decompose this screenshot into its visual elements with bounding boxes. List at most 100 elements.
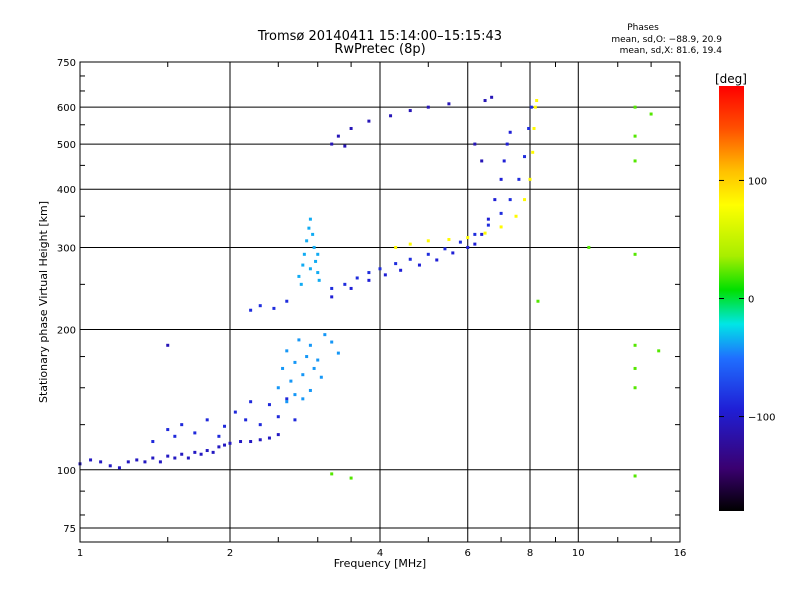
data-point xyxy=(483,231,487,235)
data-point xyxy=(99,460,103,464)
data-point xyxy=(383,273,387,277)
data-point xyxy=(135,458,139,462)
data-point xyxy=(649,112,653,116)
data-point xyxy=(311,232,315,236)
data-point xyxy=(389,114,393,118)
data-point xyxy=(633,105,637,109)
data-point xyxy=(293,418,297,422)
data-point xyxy=(89,458,93,462)
x-axis-label: Frequency [MHz] xyxy=(334,557,426,570)
data-point xyxy=(228,441,232,445)
data-point xyxy=(633,134,637,138)
y-tick-label: 75 xyxy=(63,524,76,535)
data-point xyxy=(173,434,177,438)
data-points xyxy=(78,95,661,480)
y-tick-label: 600 xyxy=(57,103,76,114)
y-tick-label: 100 xyxy=(57,466,76,477)
data-point xyxy=(293,360,297,364)
data-point xyxy=(426,105,430,109)
data-point xyxy=(483,99,487,103)
data-point xyxy=(408,242,412,246)
x-tick-label: 2 xyxy=(227,548,233,559)
data-point xyxy=(249,400,253,404)
data-point xyxy=(258,423,262,427)
data-point xyxy=(180,423,184,427)
data-point xyxy=(330,472,334,476)
data-point xyxy=(378,267,382,271)
data-point xyxy=(317,278,321,282)
data-point xyxy=(239,440,243,444)
y-tick-label: 300 xyxy=(57,243,76,254)
data-point xyxy=(285,397,289,401)
data-point xyxy=(249,440,253,444)
data-point xyxy=(211,450,215,454)
data-point xyxy=(308,267,312,271)
data-point xyxy=(126,460,130,464)
data-point xyxy=(505,142,509,146)
data-point xyxy=(466,236,470,240)
data-point xyxy=(217,434,221,438)
data-point xyxy=(249,308,253,312)
data-point xyxy=(244,418,248,422)
data-point xyxy=(151,456,155,460)
data-point xyxy=(223,443,227,447)
data-point xyxy=(316,271,320,275)
data-point xyxy=(276,386,280,390)
data-point xyxy=(258,438,262,442)
x-tick-labels: 1 2 4 6 8 10 16 xyxy=(77,548,687,559)
data-point xyxy=(305,239,309,243)
data-point xyxy=(323,333,327,337)
data-point xyxy=(307,226,311,230)
data-point xyxy=(533,105,537,109)
data-point xyxy=(657,349,661,353)
data-point xyxy=(473,242,477,246)
x-tick-label: 8 xyxy=(527,548,533,559)
data-point xyxy=(394,262,398,266)
data-point xyxy=(633,386,637,390)
data-point xyxy=(308,217,312,221)
data-point xyxy=(399,268,403,272)
data-point xyxy=(223,424,227,428)
data-point xyxy=(426,239,430,243)
x-tick-label: 6 xyxy=(465,548,471,559)
data-point xyxy=(330,286,334,290)
x-tick-label: 16 xyxy=(674,548,687,559)
x-tick-label: 1 xyxy=(77,548,83,559)
data-point xyxy=(480,159,484,163)
data-point xyxy=(633,252,637,256)
data-point xyxy=(276,415,280,419)
colorbar-tick-label: 100 xyxy=(748,176,767,187)
y-tick-label: 750 xyxy=(57,58,76,69)
colorbar-tick-label: −100 xyxy=(748,413,775,424)
data-point xyxy=(473,232,477,236)
data-point xyxy=(447,102,451,106)
data-point xyxy=(499,177,503,181)
data-point xyxy=(394,245,398,249)
data-point xyxy=(205,418,209,422)
data-point xyxy=(193,450,197,454)
data-point xyxy=(587,245,591,249)
data-point xyxy=(302,252,306,256)
data-point xyxy=(297,338,301,342)
y-tick-label: 500 xyxy=(57,140,76,151)
data-point xyxy=(281,366,285,370)
data-point xyxy=(336,134,340,138)
data-point xyxy=(633,159,637,163)
data-point xyxy=(443,247,447,251)
colorbar-tick-label: 0 xyxy=(748,295,754,306)
colorbar-ticks: 100 0 −100 xyxy=(719,176,775,424)
data-point xyxy=(633,343,637,347)
data-point xyxy=(297,274,301,278)
data-point xyxy=(117,466,121,470)
data-point xyxy=(308,388,312,392)
data-point xyxy=(330,340,334,344)
data-point xyxy=(523,155,527,159)
data-point xyxy=(166,343,170,347)
data-point xyxy=(523,198,527,202)
data-point xyxy=(336,351,340,355)
data-point xyxy=(330,295,334,299)
data-point xyxy=(490,95,494,99)
data-point xyxy=(314,259,318,263)
data-point xyxy=(349,476,353,480)
